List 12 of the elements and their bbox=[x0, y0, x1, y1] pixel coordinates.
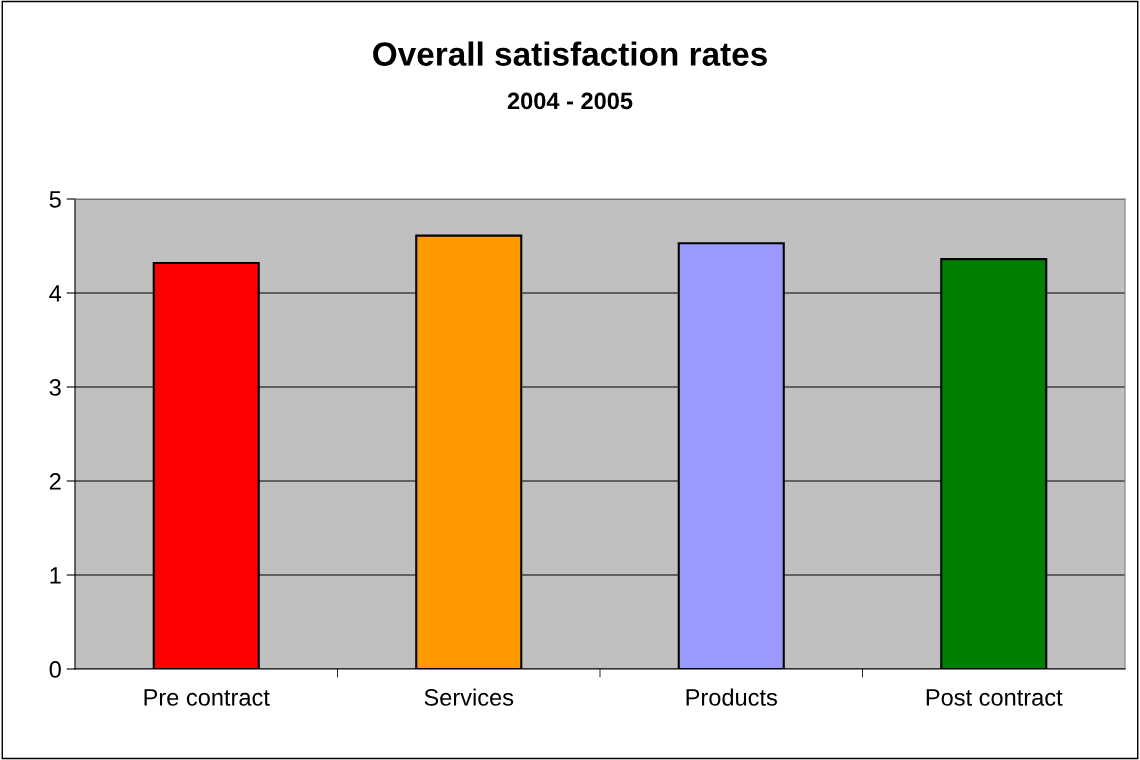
x-tick-label: Products bbox=[686, 688, 777, 706]
y-tick-label: 4 bbox=[49, 285, 62, 302]
chart-subtitle: 2004 - 2005 bbox=[507, 92, 633, 110]
x-tick-label: Pre contract bbox=[144, 689, 270, 706]
x-tick-label: Services bbox=[424, 688, 514, 706]
y-tick-label: 1 bbox=[50, 567, 61, 584]
y-tick-label: 3 bbox=[49, 379, 61, 396]
y-tick-label: 0 bbox=[49, 661, 61, 678]
chart-title: Overall satisfaction rates bbox=[373, 41, 767, 66]
y-tick-label: 5 bbox=[49, 191, 61, 208]
y-tick-label: 2 bbox=[49, 473, 61, 490]
x-tick-label: Post contract bbox=[926, 689, 1063, 706]
